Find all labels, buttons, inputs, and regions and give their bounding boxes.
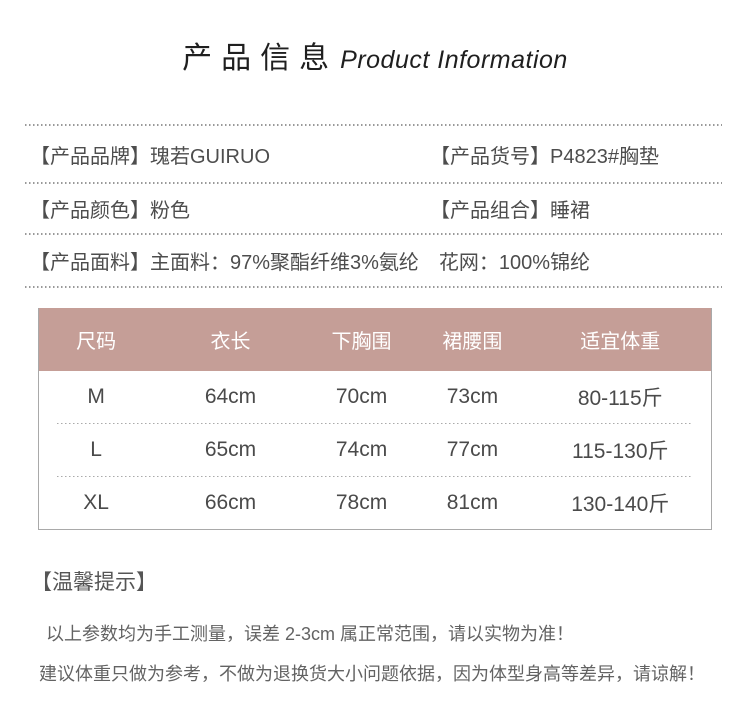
attribute-row-color-combo: 【产品颜色】粉色 【产品组合】睡裙 [0, 184, 750, 233]
size-table-header-cell: 衣长 [210, 331, 251, 353]
attribute-fabric-value: 主面料：97%聚酯纤维3%氨纶 花网：100%锦纶 [150, 252, 591, 274]
attribute-combo: 【产品组合】睡裙 [430, 194, 750, 223]
size-table-cell: 73cm [446, 385, 499, 408]
size-table-row-l: L 65cm 74cm 77cm 115-130斤 [39, 424, 711, 476]
size-table-cell: 64cm [204, 385, 257, 408]
attribute-color-label: 【产品颜色】 [30, 200, 150, 222]
size-table-cell: 81cm [446, 491, 499, 514]
attribute-combo-value: 睡裙 [550, 200, 590, 222]
page-title-zh: 产品信息 [182, 42, 339, 75]
attribute-color-value: 粉色 [150, 200, 190, 222]
attribute-sku-value: P4823#胸垫 [550, 145, 659, 168]
size-table-header-cell: 尺码 [76, 331, 117, 353]
attribute-fabric: 【产品面料】主面料：97%聚酯纤维3%氨纶 花网：100%锦纶 [30, 246, 590, 275]
attribute-row-brand-sku: 【产品品牌】瑰若GUIRUO 【产品货号】P4823#胸垫 [0, 126, 750, 182]
divider [25, 286, 722, 288]
size-table-header-cell: 适宜体重 [580, 331, 661, 353]
attribute-sku: 【产品货号】P4823#胸垫 [430, 140, 750, 169]
tips-title: 【温馨提示】 [31, 571, 157, 594]
attribute-row-fabric: 【产品面料】主面料：97%聚酯纤维3%氨纶 花网：100%锦纶 [0, 235, 750, 286]
attribute-combo-label: 【产品组合】 [430, 200, 550, 222]
page-title-en: Product Information [340, 46, 568, 74]
tips-line: 以上参数均为手工测量，误差 2-3cm 属正常范围，请以实物为准！ [46, 624, 575, 644]
attribute-fabric-label: 【产品面料】 [30, 252, 150, 274]
divider [25, 233, 722, 235]
attribute-brand: 【产品品牌】瑰若GUIRUO [30, 140, 430, 169]
page-title: 产品信息 Product Information [0, 0, 750, 75]
size-table-cell: 70cm [335, 385, 388, 408]
size-table-row-m: M 64cm 70cm 73cm 80-115斤 [39, 371, 711, 423]
size-table-cell: 78cm [335, 491, 388, 514]
attribute-brand-label: 【产品品牌】 [30, 145, 150, 168]
table-row-divider [57, 476, 693, 477]
attribute-brand-value: 瑰若GUIRUO [150, 145, 270, 168]
size-table-header-cell: 下胸围 [331, 331, 392, 353]
size-table-cell: M [87, 385, 105, 408]
size-table-cell: L [90, 438, 102, 461]
attribute-color: 【产品颜色】粉色 [30, 194, 430, 223]
size-table-cell: 130-140斤 [571, 493, 670, 516]
table-row-divider [57, 423, 693, 424]
tips-line: 建议体重只做为参考，不做为退换货大小问题依据，因为体型身高等差异，请谅解！ [39, 664, 705, 684]
divider [25, 124, 722, 126]
size-table-row-xl: XL 66cm 78cm 81cm 130-140斤 [39, 477, 711, 529]
size-table-header-cell: 裙腰围 [442, 331, 503, 353]
size-table-cell: 115-130斤 [571, 440, 669, 463]
size-table: 尺码 衣长 下胸围 裙腰围 适宜体重 M 64cm 70cm 73cm 80-1… [38, 308, 712, 530]
attribute-sku-label: 【产品货号】 [430, 145, 550, 168]
size-table-cell: 74cm [335, 438, 388, 461]
size-table-header: 尺码 衣长 下胸围 裙腰围 适宜体重 [39, 308, 711, 371]
size-table-cell: 77cm [446, 438, 499, 461]
size-table-cell: 65cm [204, 438, 257, 461]
size-table-cell: 66cm [204, 491, 257, 514]
divider [25, 182, 722, 184]
size-table-cell: XL [83, 491, 109, 514]
size-table-cell: 80-115斤 [577, 387, 663, 410]
